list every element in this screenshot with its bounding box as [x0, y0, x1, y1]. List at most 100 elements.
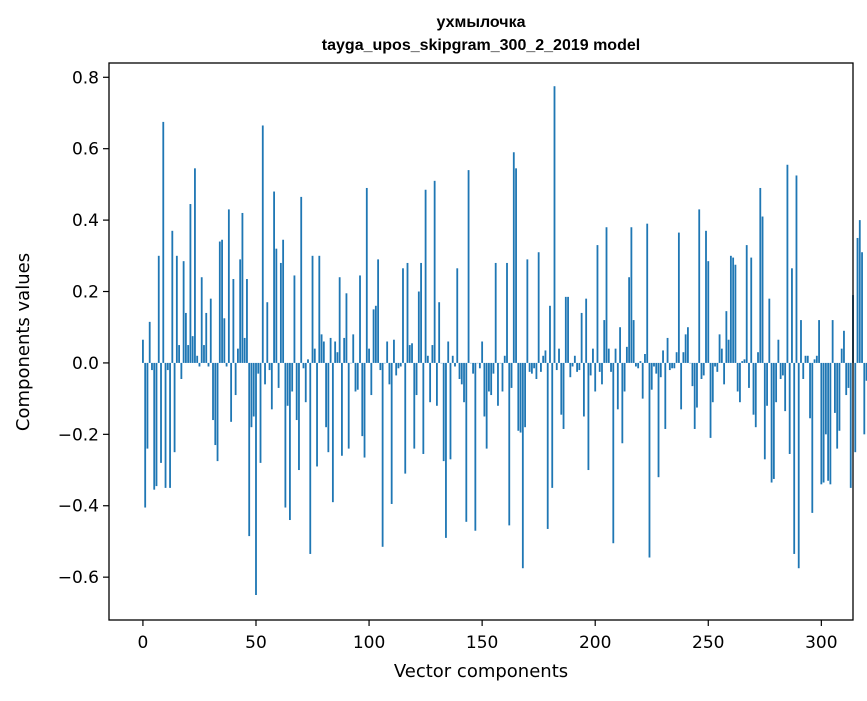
bar-279	[773, 363, 775, 479]
bar-264	[739, 363, 741, 402]
bar-304	[829, 363, 831, 484]
bar-28	[205, 313, 207, 363]
bar-150	[481, 342, 483, 363]
bar-121	[416, 363, 418, 395]
bar-53	[262, 125, 264, 362]
bar-311	[845, 363, 847, 395]
bar-58	[273, 192, 275, 363]
y-tick-label: −0.6	[58, 568, 99, 588]
bar-97	[361, 363, 363, 436]
y-tick-label: −0.4	[58, 497, 99, 517]
bar-19	[185, 313, 187, 363]
bar-192	[576, 363, 578, 372]
bar-296	[811, 363, 813, 513]
bar-80	[323, 342, 325, 363]
bar-3	[149, 322, 151, 363]
bar-298	[816, 356, 818, 363]
bar-226	[653, 363, 655, 367]
bar-88	[341, 363, 343, 456]
bar-213	[624, 363, 626, 392]
bar-117	[407, 263, 409, 363]
bar-106	[382, 363, 384, 547]
bar-152	[486, 363, 488, 449]
bar-166	[517, 363, 519, 431]
bar-78	[318, 256, 320, 363]
bar-223	[646, 224, 648, 363]
bar-297	[814, 359, 816, 363]
bar-124	[422, 363, 424, 454]
bar-154	[490, 363, 492, 395]
bar-176	[540, 363, 542, 372]
bar-318	[861, 252, 863, 363]
y-tick-label: 0.2	[72, 283, 99, 303]
bar-90	[346, 293, 348, 363]
bar-214	[626, 347, 628, 363]
bar-293	[805, 356, 807, 363]
bar-258	[725, 311, 727, 363]
bar-93	[352, 334, 354, 363]
bar-262	[735, 265, 737, 363]
y-axis-label: Components values	[13, 253, 34, 431]
bar-267	[746, 245, 748, 363]
bar-56	[269, 363, 271, 370]
bar-182	[554, 86, 556, 363]
x-tick-label: 0	[138, 633, 149, 653]
bar-245	[696, 363, 698, 408]
bar-265	[741, 361, 743, 363]
bar-188	[567, 297, 569, 363]
y-tick-label: 0.8	[72, 68, 99, 88]
bar-280	[775, 363, 777, 402]
bar-190	[572, 363, 574, 367]
bar-25	[199, 363, 201, 367]
bar-261	[732, 258, 734, 363]
bar-133	[443, 363, 445, 461]
bar-54	[264, 363, 266, 384]
bar-123	[420, 263, 422, 363]
bar-151	[483, 363, 485, 417]
bar-270	[753, 363, 755, 415]
bar-55	[266, 302, 268, 363]
bar-174	[536, 363, 538, 379]
bar-50	[255, 363, 257, 595]
bar-48	[251, 363, 253, 427]
bar-91	[348, 363, 350, 449]
bar-271	[755, 363, 757, 427]
bar-181	[551, 363, 553, 488]
bar-131	[438, 302, 440, 363]
bar-71	[303, 363, 305, 368]
bar-195	[583, 363, 585, 417]
bar-227	[655, 363, 657, 374]
bar-292	[802, 363, 804, 379]
bar-235	[673, 363, 675, 368]
bar-202	[599, 363, 601, 372]
bar-142	[463, 363, 465, 402]
bar-250	[707, 261, 709, 363]
bar-316	[857, 238, 859, 363]
bar-110	[391, 363, 393, 504]
bar-2	[147, 363, 149, 449]
y-tick-label: −0.2	[58, 425, 99, 445]
bar-41	[235, 363, 237, 395]
bar-60	[278, 363, 280, 388]
bar-136	[450, 363, 452, 459]
bar-89	[343, 338, 345, 363]
bar-319	[863, 363, 865, 434]
bar-146	[472, 363, 474, 374]
bar-35	[221, 240, 223, 363]
bar-217	[633, 320, 635, 363]
bar-1	[144, 363, 146, 508]
bar-134	[445, 363, 447, 538]
bar-268	[748, 363, 750, 388]
bar-9	[162, 122, 164, 363]
bar-294	[807, 356, 809, 363]
bar-285	[787, 165, 789, 363]
bar-98	[364, 363, 366, 458]
bar-305	[832, 320, 834, 363]
bar-144	[468, 170, 470, 363]
bar-137	[452, 356, 454, 363]
bar-99	[366, 188, 368, 363]
bar-178	[545, 350, 547, 363]
bar-18	[183, 261, 185, 363]
bar-6	[156, 363, 158, 486]
